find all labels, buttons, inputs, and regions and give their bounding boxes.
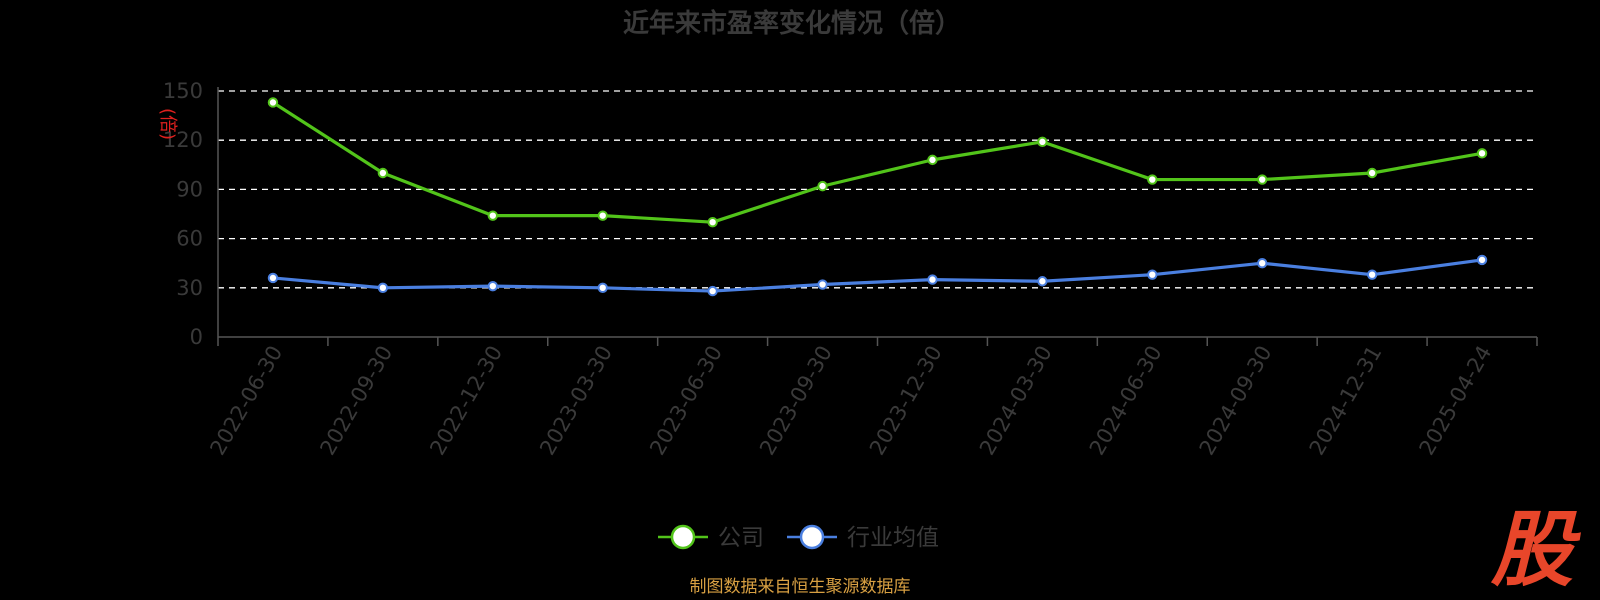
y-tick-label: 150	[163, 79, 203, 103]
data-point	[1257, 258, 1268, 269]
legend-circle-marker	[670, 524, 696, 550]
watermark-logo: 股	[1490, 503, 1581, 598]
data-point	[1476, 254, 1488, 266]
data-point	[377, 282, 389, 293]
x-tick-label: 2025-04-24	[1415, 342, 1497, 460]
x-tick-label: 2023-03-30	[535, 342, 617, 460]
data-point	[1366, 167, 1378, 179]
data-point	[1037, 136, 1048, 148]
data-point	[597, 282, 608, 293]
data-point	[487, 210, 498, 221]
series-layer	[267, 97, 1488, 297]
y-tick-label: 90	[176, 177, 203, 201]
data-point	[1147, 269, 1158, 280]
x-tick-label: 2022-06-30	[205, 342, 287, 460]
x-tick-label: 2022-12-30	[425, 341, 507, 459]
y-axis-unit-label: (倍)	[157, 108, 178, 140]
data-point	[817, 279, 828, 290]
legend-item-company[interactable]: 公司	[658, 524, 764, 551]
legend-label: 行业均值	[847, 525, 939, 551]
y-tick-label: 60	[176, 227, 203, 251]
axes	[217, 87, 1538, 346]
legend-item-industry-average[interactable]: 行业均值	[787, 524, 939, 551]
data-point	[1257, 174, 1268, 185]
x-tick-label: 2024-03-30	[975, 342, 1057, 460]
data-point	[1147, 174, 1158, 185]
data-point	[707, 217, 718, 228]
legend-label: 公司	[718, 525, 764, 551]
data-point	[1366, 269, 1378, 280]
data-point	[927, 274, 938, 285]
legend[interactable]: 公司 行业均值	[658, 524, 939, 551]
legend-circle-marker	[799, 524, 825, 550]
series-company	[267, 97, 1488, 228]
data-point	[267, 272, 279, 284]
x-tick-label: 2022-09-30	[315, 342, 397, 460]
grid-lines	[218, 90, 1537, 289]
series-line	[271, 100, 1484, 224]
x-tick-label: 2023-12-30	[865, 341, 947, 459]
y-tick-label: 0	[190, 325, 203, 349]
y-tick-label: 30	[176, 276, 203, 300]
y-axis-ticks: 0 30 60 90 120 150	[163, 79, 203, 349]
x-tick-label: 2023-06-30	[645, 342, 727, 460]
x-tick-label: 2024-06-30	[1085, 342, 1167, 460]
source-note: 制图数据来自恒生聚源数据库	[690, 577, 911, 597]
data-point	[817, 180, 828, 192]
x-axis-ticks: 2022-06-30 2022-09-30 2022-12-30 2023-03-30…	[205, 341, 1496, 459]
series-industry-average	[267, 254, 1488, 297]
data-point	[267, 97, 279, 108]
data-point	[597, 210, 608, 221]
chart-title: 近年来市盈率变化情况（倍）	[623, 8, 961, 39]
x-tick-label: 2023-09-30	[755, 342, 837, 460]
data-point	[707, 285, 718, 297]
data-point	[1476, 148, 1488, 159]
data-point	[377, 167, 389, 179]
data-point	[1037, 276, 1048, 287]
y-tick-label: 120	[163, 128, 203, 152]
data-point	[927, 154, 938, 166]
x-tick-label: 2024-12-31	[1305, 342, 1387, 460]
x-tick-label: 2024-09-30	[1195, 342, 1277, 460]
series-line	[271, 258, 1484, 293]
data-point	[487, 280, 498, 292]
